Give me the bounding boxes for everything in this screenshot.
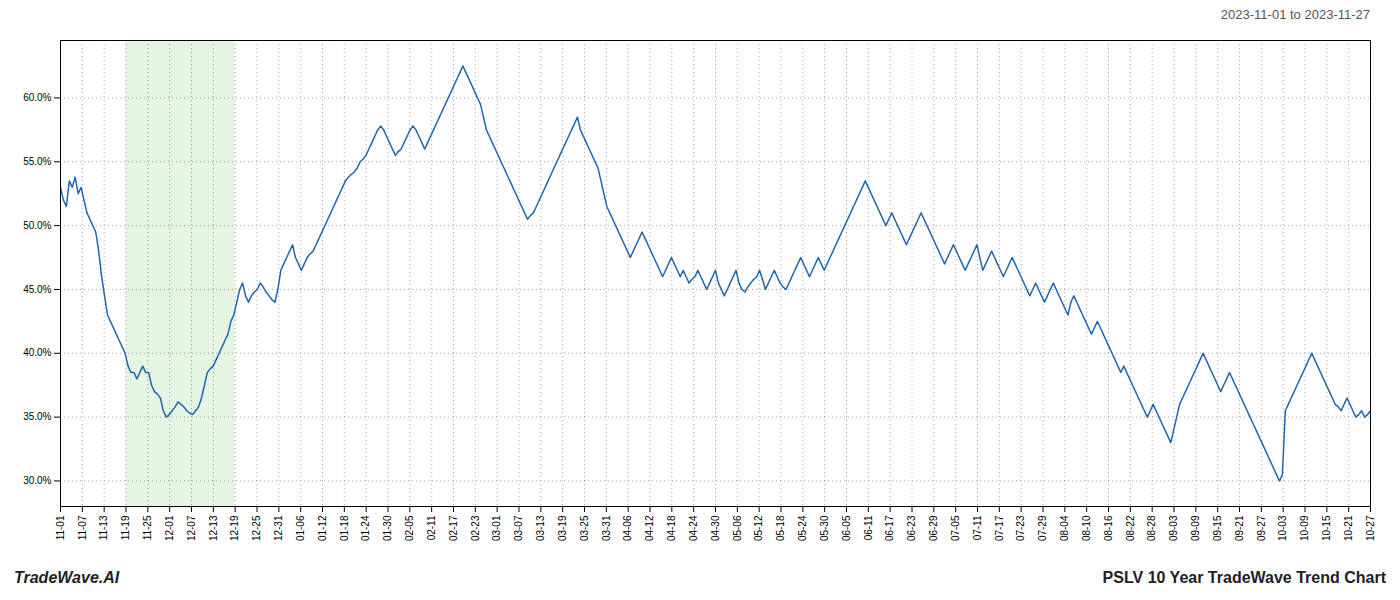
svg-text:11-01: 11-01: [55, 515, 66, 540]
svg-text:07-11: 07-11: [972, 515, 983, 540]
svg-text:06-29: 06-29: [928, 515, 939, 541]
svg-text:07-29: 07-29: [1037, 515, 1048, 541]
svg-text:12-01: 12-01: [164, 515, 175, 541]
svg-text:07-23: 07-23: [1015, 515, 1026, 541]
svg-text:40.0%: 40.0%: [23, 347, 51, 358]
svg-text:11-19: 11-19: [120, 515, 131, 540]
svg-text:08-28: 08-28: [1146, 515, 1157, 541]
svg-text:55.0%: 55.0%: [23, 156, 51, 167]
svg-text:03-01: 03-01: [491, 515, 502, 541]
svg-text:04-24: 04-24: [688, 515, 699, 541]
svg-text:09-09: 09-09: [1190, 515, 1201, 541]
svg-text:09-15: 09-15: [1212, 515, 1223, 541]
svg-text:11-13: 11-13: [98, 515, 109, 540]
svg-text:01-06: 01-06: [295, 515, 306, 541]
svg-text:06-23: 06-23: [906, 515, 917, 541]
svg-text:02-23: 02-23: [470, 515, 481, 541]
svg-text:10-09: 10-09: [1299, 515, 1310, 541]
svg-text:08-16: 08-16: [1103, 515, 1114, 541]
svg-text:05-18: 05-18: [775, 515, 786, 541]
svg-text:01-24: 01-24: [360, 515, 371, 541]
html-text:TradeWave.AI: TradeWave.AI: [14, 569, 120, 586]
svg-text:07-17: 07-17: [994, 515, 1005, 541]
svg-text:02-17: 02-17: [448, 515, 459, 541]
html-text:PSLV 10 Year TradeWave Trend C: PSLV 10 Year TradeWave Trend Chart: [1102, 569, 1386, 586]
svg-text:05-24: 05-24: [797, 515, 808, 541]
svg-text:01-30: 01-30: [382, 515, 393, 541]
svg-text:02-11: 02-11: [426, 515, 437, 540]
svg-text:03-25: 03-25: [579, 515, 590, 541]
svg-text:30.0%: 30.0%: [23, 475, 51, 486]
svg-text:12-13: 12-13: [208, 515, 219, 541]
svg-text:11-25: 11-25: [142, 515, 153, 540]
svg-text:06-11: 06-11: [863, 515, 874, 540]
svg-text:12-19: 12-19: [229, 515, 240, 541]
svg-text:04-12: 04-12: [644, 515, 655, 541]
svg-text:10-03: 10-03: [1277, 515, 1288, 541]
svg-text:45.0%: 45.0%: [23, 284, 51, 295]
svg-text:35.0%: 35.0%: [23, 411, 51, 422]
svg-text:04-30: 04-30: [710, 515, 721, 541]
svg-text:12-31: 12-31: [273, 515, 284, 541]
svg-text:08-04: 08-04: [1059, 515, 1070, 541]
svg-text:10-27: 10-27: [1365, 515, 1376, 541]
svg-text:11-07: 11-07: [77, 515, 88, 540]
svg-text:04-06: 04-06: [622, 515, 633, 541]
svg-text:05-06: 05-06: [732, 515, 743, 541]
svg-text:05-12: 05-12: [753, 515, 764, 541]
svg-text:03-07: 03-07: [513, 515, 524, 541]
svg-text:06-05: 06-05: [841, 515, 852, 541]
html-text:2023-11-01 to 2023-11-27: 2023-11-01 to 2023-11-27: [1220, 6, 1370, 22]
svg-text:03-19: 03-19: [557, 515, 568, 541]
svg-text:12-07: 12-07: [186, 515, 197, 541]
svg-text:10-15: 10-15: [1321, 515, 1332, 541]
svg-text:01-18: 01-18: [339, 515, 350, 541]
svg-text:09-03: 09-03: [1168, 515, 1179, 541]
svg-text:04-18: 04-18: [666, 515, 677, 541]
svg-text:10-21: 10-21: [1343, 515, 1354, 541]
svg-text:07-05: 07-05: [950, 515, 961, 541]
svg-text:06-17: 06-17: [884, 515, 895, 541]
svg-text:08-22: 08-22: [1125, 515, 1136, 541]
svg-text:01-12: 01-12: [317, 515, 328, 541]
svg-text:60.0%: 60.0%: [23, 92, 51, 103]
svg-text:50.0%: 50.0%: [23, 220, 51, 231]
svg-text:08-10: 08-10: [1081, 515, 1092, 541]
svg-text:09-27: 09-27: [1256, 515, 1267, 541]
svg-text:02-05: 02-05: [404, 515, 415, 541]
svg-text:12-25: 12-25: [251, 515, 262, 541]
svg-text:03-31: 03-31: [601, 515, 612, 541]
svg-text:03-13: 03-13: [535, 515, 546, 541]
svg-text:09-21: 09-21: [1234, 515, 1245, 541]
svg-text:05-30: 05-30: [819, 515, 830, 541]
